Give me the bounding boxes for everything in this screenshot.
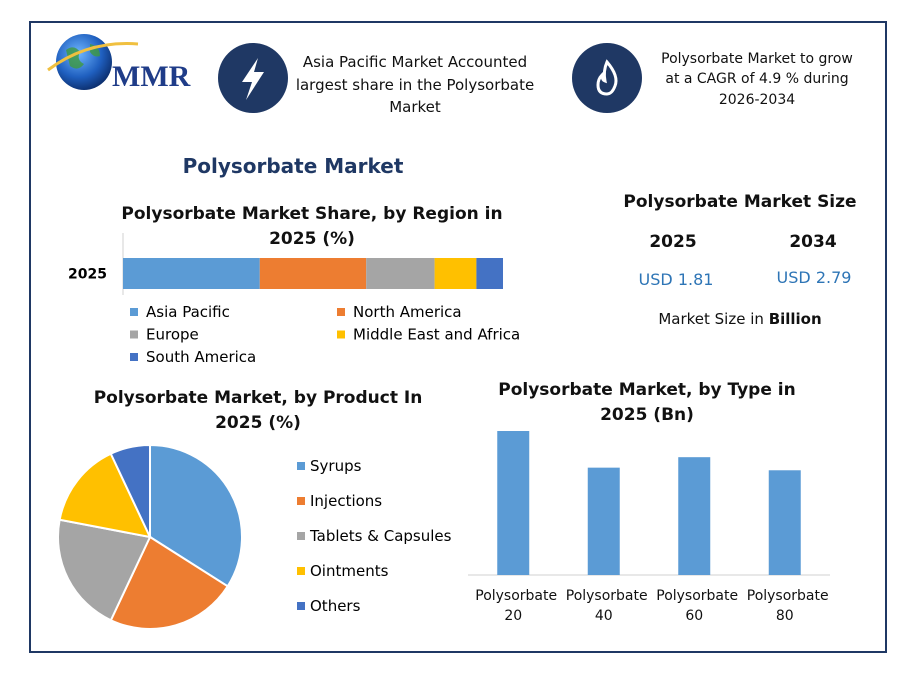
legend-label: South America	[146, 348, 256, 366]
bar-segment	[434, 258, 477, 289]
bar-segment	[123, 258, 260, 289]
x-tick-label: Polysorbate 20	[475, 588, 558, 625]
icon-circle	[572, 43, 642, 113]
bar-segment	[259, 258, 367, 289]
legend-label: Asia Pacific	[146, 303, 230, 321]
legend-swatch	[130, 330, 138, 339]
pie-slice	[57, 518, 152, 622]
legend-label: Injections	[310, 492, 382, 510]
legend-swatch	[297, 602, 305, 610]
chart-title: Polysorbate Market, by Type in 2025 (Bn)	[498, 380, 796, 425]
legend-label: Ointments	[310, 562, 389, 580]
x-tick-label: Polysorbate 40	[565, 588, 648, 625]
bar	[768, 470, 801, 575]
logo-text: MMR	[112, 60, 191, 93]
icon-bolt	[242, 58, 264, 100]
bar-segment	[366, 258, 435, 289]
x-tick-label: Polysorbate 80	[746, 588, 829, 625]
legend-swatch	[130, 308, 138, 316]
chart-title: Polysorbate Market Share, by Region in 2…	[121, 204, 503, 249]
bar	[587, 467, 620, 575]
pie-slice	[109, 443, 151, 538]
bar	[678, 457, 711, 575]
legend-swatch	[297, 532, 305, 540]
legend-swatch	[130, 353, 138, 361]
legend-label: Middle East and Africa	[353, 326, 520, 344]
legend-label: Syrups	[310, 457, 362, 475]
year-label: 2034	[789, 232, 837, 252]
note-unit: Billion	[768, 310, 822, 328]
size-value: USD 2.79	[776, 268, 852, 287]
icon-flame	[596, 59, 618, 96]
legend-swatch	[297, 497, 305, 505]
x-tick-label: Polysorbate 60	[656, 588, 739, 625]
market-size-title: Polysorbate Market Size	[623, 192, 857, 212]
pie-slice	[58, 452, 152, 539]
year-label: 2025	[649, 232, 697, 252]
bar	[497, 431, 530, 575]
card-text: Polysorbate Market to grow at a CAGR of …	[661, 51, 853, 108]
logo-land	[66, 44, 100, 69]
logo-globe	[56, 34, 112, 90]
size-value: USD 1.81	[638, 270, 714, 289]
legend-swatch	[337, 330, 345, 339]
frame	[29, 21, 887, 653]
legend-label: Others	[310, 597, 361, 615]
legend-swatch	[297, 462, 305, 470]
legend-label: North America	[353, 303, 462, 321]
note-prefix: Market Size in	[658, 310, 764, 328]
legend-swatch	[297, 567, 305, 575]
legend-swatch	[337, 308, 345, 316]
bar-segment	[476, 258, 503, 289]
legend-label: Tablets & Capsules	[309, 527, 452, 545]
logo-swoosh	[47, 42, 139, 72]
size-note: Market Size in Billion	[610, 309, 870, 331]
main-title: Polysorbate Market	[182, 154, 404, 178]
card-text: Asia Pacific Market Accounted largest sh…	[295, 53, 535, 116]
legend-label: Europe	[146, 326, 199, 344]
category-label: 2025	[68, 267, 107, 283]
chart-title: Polysorbate Market, by Product In 2025 (…	[93, 388, 423, 433]
